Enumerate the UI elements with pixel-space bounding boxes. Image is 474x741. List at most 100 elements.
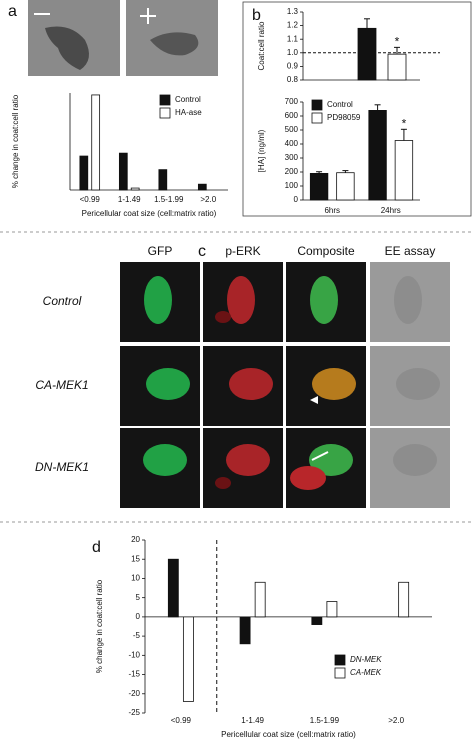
y-tick-label: 400 xyxy=(285,139,299,148)
x-tick-label: 24hrs xyxy=(381,206,401,215)
y-tick-label: 0 xyxy=(294,195,299,204)
y-tick-label: -5 xyxy=(133,631,141,640)
annotation: * xyxy=(402,116,407,130)
legend-swatch xyxy=(159,107,171,119)
cell xyxy=(215,311,231,323)
y-tick-label: 0 xyxy=(136,612,141,621)
x-tick-label: >2.0 xyxy=(388,716,404,725)
y-tick-label: 200 xyxy=(285,167,299,176)
x-tick-label: 6hrs xyxy=(324,206,340,215)
y-tick-label: 20 xyxy=(131,535,140,544)
bar xyxy=(130,187,140,191)
bar xyxy=(357,27,377,81)
cell xyxy=(146,368,190,400)
bar xyxy=(394,140,414,201)
y-tick-label: 5 xyxy=(136,593,141,602)
legend-swatch xyxy=(334,667,346,679)
y-tick-label: 1.3 xyxy=(287,7,299,16)
bar xyxy=(158,169,168,191)
annotation: * xyxy=(395,35,400,49)
bar xyxy=(167,558,179,618)
row-label: CA-MEK1 xyxy=(35,378,88,392)
y-tick-label: 700 xyxy=(285,97,299,106)
panel-label: d xyxy=(92,539,101,556)
cell xyxy=(394,276,422,324)
y-tick-label: 10 xyxy=(131,574,140,583)
cell xyxy=(45,26,89,70)
bar xyxy=(239,616,251,645)
legend-label: DN-MEK xyxy=(350,655,382,664)
y-tick-label: 0.8 xyxy=(287,75,299,84)
cell xyxy=(312,368,356,400)
x-axis-label: Pericellular coat size (cell:matrix rati… xyxy=(82,209,217,218)
cell xyxy=(215,477,231,489)
row-label: Control xyxy=(43,294,82,308)
cell xyxy=(144,276,172,324)
x-tick-label: 1-1.49 xyxy=(241,716,264,725)
y-axis-label: [HA] (ng/ml) xyxy=(257,129,266,172)
legend-swatch xyxy=(334,654,346,666)
cell xyxy=(310,276,338,324)
y-axis-label: Coat:cell ratio xyxy=(257,21,266,70)
panel-label: c xyxy=(198,243,206,260)
bar xyxy=(368,110,387,201)
legend-label: CA-MEK xyxy=(350,668,382,677)
legend-label: PD98059 xyxy=(327,113,361,122)
legend-swatch xyxy=(311,112,323,124)
bar xyxy=(311,616,323,625)
cell xyxy=(290,466,326,490)
cell xyxy=(396,368,440,400)
column-header: GFP xyxy=(148,244,173,258)
panel-label: a xyxy=(8,3,17,20)
bar xyxy=(182,616,194,702)
bar xyxy=(398,581,410,618)
y-tick-label: 300 xyxy=(285,153,299,162)
cell xyxy=(309,444,353,476)
panel-b-frame xyxy=(242,1,472,217)
y-tick-label: -20 xyxy=(128,689,140,698)
y-tick-label: 1.2 xyxy=(287,21,299,30)
x-tick-label: >2.0 xyxy=(200,195,216,204)
bar xyxy=(309,172,329,201)
y-tick-label: 500 xyxy=(285,125,299,134)
column-header: Composite xyxy=(297,244,355,258)
y-tick-label: -25 xyxy=(128,708,140,717)
cell xyxy=(393,444,437,476)
y-tick-label: 15 xyxy=(131,554,140,563)
bar xyxy=(91,94,101,191)
bar xyxy=(79,155,89,191)
bar xyxy=(197,183,207,191)
y-tick-label: 1.0 xyxy=(287,48,299,57)
bar xyxy=(118,152,128,191)
y-axis-label: % change in coat:cell ratio xyxy=(11,94,20,188)
legend-swatch xyxy=(311,99,323,111)
bar xyxy=(336,172,355,201)
x-tick-label: 1.5-1.99 xyxy=(310,716,340,725)
legend-label: Control xyxy=(327,100,353,109)
panel-label: b xyxy=(252,7,261,24)
y-axis-label: % change in coat:cell ratio xyxy=(95,579,104,673)
legend-label: Control xyxy=(175,95,201,104)
bar xyxy=(254,581,266,618)
x-tick-label: 1-1.49 xyxy=(118,195,141,204)
y-tick-label: 100 xyxy=(285,181,299,190)
x-tick-label: 1.5-1.99 xyxy=(154,195,184,204)
y-tick-label: 600 xyxy=(285,111,299,120)
bar xyxy=(387,53,407,81)
row-label: DN-MEK1 xyxy=(35,460,89,474)
column-header: EE assay xyxy=(385,244,436,258)
legend-swatch xyxy=(159,94,171,106)
legend-label: HA-ase xyxy=(175,108,202,117)
cell xyxy=(227,276,255,324)
x-tick-label: <0.99 xyxy=(80,195,101,204)
x-tick-label: <0.99 xyxy=(171,716,192,725)
cell xyxy=(229,368,273,400)
cell xyxy=(143,444,187,476)
y-tick-label: -15 xyxy=(128,670,140,679)
arrowhead xyxy=(310,396,318,404)
cell xyxy=(226,444,270,476)
x-axis-label: Pericellular coat size (cell:matrix rati… xyxy=(221,730,356,739)
arrow xyxy=(311,451,329,461)
column-header: p-ERK xyxy=(225,244,260,258)
